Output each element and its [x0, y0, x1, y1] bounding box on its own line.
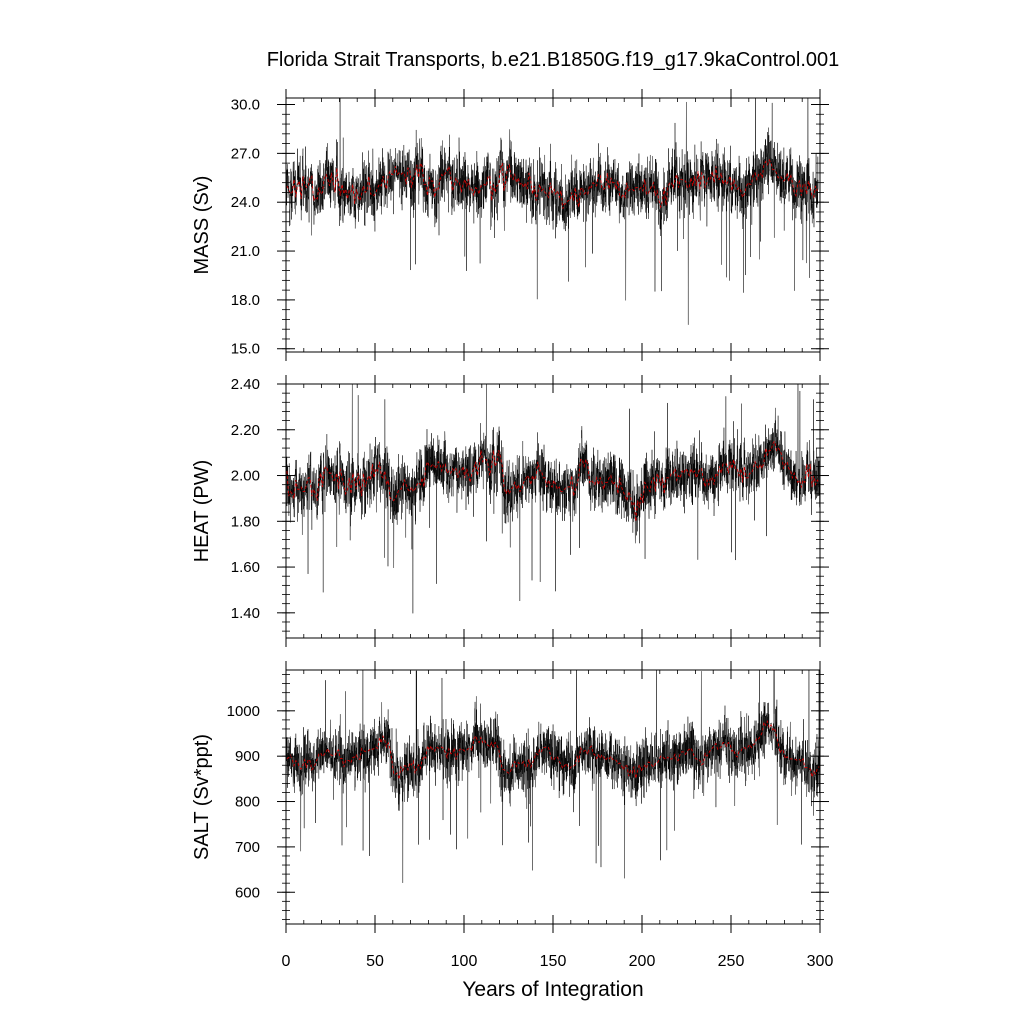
panel-2: 600 700 800 900 1000 SALT (Sv*ppt) 0 50 100 150 20…	[191, 661, 834, 970]
monthly-series-line	[286, 98, 819, 325]
y-tick-label: 30.0	[231, 97, 260, 114]
annual-mean-line	[286, 440, 820, 522]
x-tick-label: 300	[807, 953, 834, 970]
y-tick-label: 18.0	[231, 292, 260, 309]
y-axis-label: SALT (Sv*ppt)	[191, 734, 213, 860]
x-axis-label: Years of Integration	[462, 978, 643, 1001]
panel-1: 1.40 1.60 1.80 2.00 2.20 2.40 HEAT (PW)	[191, 375, 829, 647]
monthly-series-line	[286, 384, 820, 614]
panel-0: 15.0 18.0 21.0 24.0 27.0 30.0 MASS (Sv)	[191, 89, 829, 361]
y-tick-label: 21.0	[231, 243, 260, 260]
annual-mean-line	[286, 158, 818, 209]
annual-mean-line	[286, 719, 820, 780]
y-tick-label: 600	[235, 884, 260, 901]
x-tick-label: 100	[451, 953, 478, 970]
panels-group: 15.0 18.0 21.0 24.0 27.0 30.0 MASS (Sv) 1.40 1.6…	[191, 89, 834, 970]
y-tick-label: 800	[235, 794, 260, 811]
y-tick-label: 1.80	[231, 513, 260, 530]
chart-title: Florida Strait Transports, b.e21.B1850G.…	[267, 49, 840, 71]
x-tick-label: 250	[718, 953, 745, 970]
y-tick-label: 2.00	[231, 468, 260, 485]
y-tick-label: 1.60	[231, 559, 260, 576]
y-tick-label: 700	[235, 839, 260, 856]
y-tick-label: 2.20	[231, 422, 260, 439]
y-tick-label: 15.0	[231, 341, 260, 358]
y-tick-label: 27.0	[231, 145, 260, 162]
x-tick-label: 50	[366, 953, 384, 970]
y-tick-label: 24.0	[231, 194, 260, 211]
y-tick-label: 1000	[227, 703, 260, 720]
y-axis-label: MASS (Sv)	[191, 176, 213, 275]
y-tick-label: 2.40	[231, 376, 260, 393]
x-tick-label: 200	[629, 953, 656, 970]
y-axis-label: HEAT (PW)	[191, 460, 213, 563]
x-tick-label: 0	[282, 953, 291, 970]
y-tick-label: 1.40	[231, 605, 260, 622]
x-tick-label: 150	[540, 953, 567, 970]
y-tick-label: 900	[235, 748, 260, 765]
